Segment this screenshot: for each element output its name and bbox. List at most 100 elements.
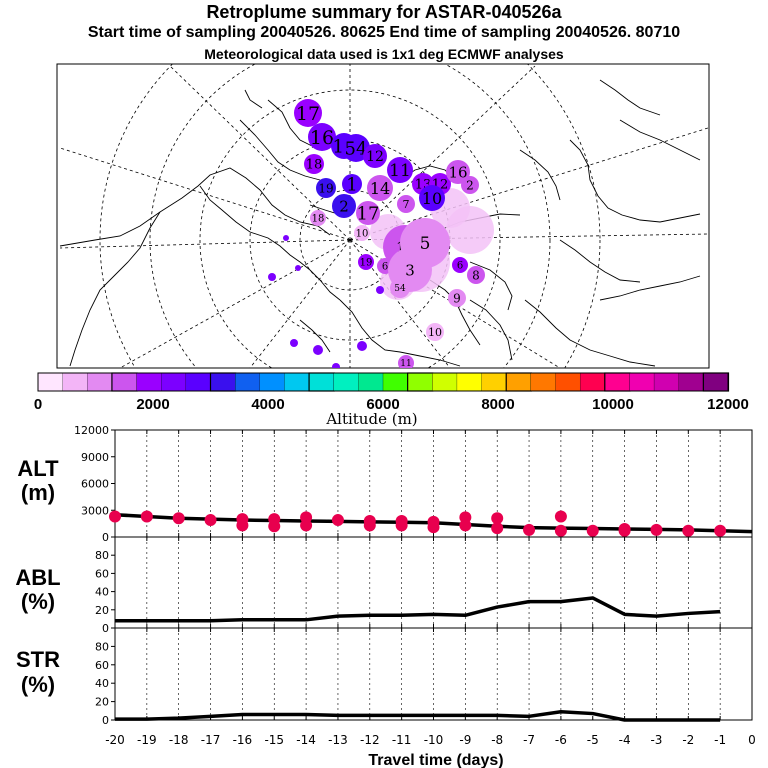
altitude-cluster-point xyxy=(491,512,504,525)
plume-marker xyxy=(342,174,362,194)
colorbar-swatch xyxy=(308,372,335,392)
y-tick-label: 60 xyxy=(95,659,109,672)
colorbar-swatch xyxy=(678,372,705,392)
abl-panel-label: ABL xyxy=(15,565,60,590)
colorbar-swatch xyxy=(111,372,138,392)
colorbar-ticks: 0 2000 4000 6000 8000 10000 12000 xyxy=(34,396,749,413)
colorbar-swatch xyxy=(37,372,64,392)
colorbar-swatch xyxy=(555,372,581,392)
plume-marker-label: 10 xyxy=(428,326,442,339)
altitude-cluster-point xyxy=(554,510,567,523)
plume-marker xyxy=(397,195,415,213)
x-axis-label: Travel time (days) xyxy=(368,752,503,768)
plume-marker xyxy=(452,257,468,273)
plume-marker-label: 10 xyxy=(356,229,369,240)
x-tick-label: -11 xyxy=(392,733,412,747)
x-tick-label: -15 xyxy=(264,733,284,747)
y-tick-label: 0 xyxy=(102,531,109,544)
plume-marker-label: 17 xyxy=(357,203,380,224)
altitude-cluster-point xyxy=(714,524,727,537)
plume-marker xyxy=(332,194,356,218)
plume-marker xyxy=(461,176,479,194)
y-tick-label: 20 xyxy=(95,696,109,709)
plume-dot xyxy=(376,286,384,294)
altitude-cluster-point xyxy=(650,523,663,536)
colorbar-swatch xyxy=(136,372,162,392)
x-tick-label: -17 xyxy=(201,733,221,747)
plume-marker-label: 8 xyxy=(472,268,480,282)
colorbar-swatch xyxy=(579,372,606,392)
colorbar-swatch xyxy=(382,372,409,392)
plume-marker-label: 12 xyxy=(366,149,384,165)
plume-dot xyxy=(283,235,289,241)
colorbar-tick-label: 4000 xyxy=(251,396,284,413)
str-chart: 0 20 40 60 80 xyxy=(95,627,753,727)
y-tick-label: 80 xyxy=(95,640,109,653)
colorbar-swatch xyxy=(62,372,88,392)
plume-marker xyxy=(358,254,374,270)
altitude-cluster-point xyxy=(682,524,695,537)
plume-marker xyxy=(367,175,393,201)
plume-marker-label: 14 xyxy=(370,179,390,198)
altitude-cluster-point xyxy=(427,521,440,534)
colorbar: 0 2000 4000 6000 8000 10000 12000 Altitude (m) xyxy=(34,372,749,428)
plume-marker-label: 11 xyxy=(400,359,411,369)
plume-marker-label: 19 xyxy=(318,181,333,195)
plume-marker xyxy=(310,210,326,226)
x-tick-label: -4 xyxy=(619,733,631,747)
plume-dot xyxy=(268,273,276,281)
y-tick-label: 40 xyxy=(95,677,109,690)
plume-dot xyxy=(295,265,301,271)
x-axis: -20 -19 -18 -17 -16 -15 -14 -13 -12 -11 -10 -9 -8 -7-… xyxy=(105,733,756,747)
colorbar-swatch xyxy=(259,372,286,392)
plume-marker-label: 7 xyxy=(403,198,410,211)
plume-marker-label: 54 xyxy=(345,138,368,159)
colorbar-tick-label: 8000 xyxy=(481,396,514,413)
plume-marker-label: 18 xyxy=(312,214,325,225)
plume-marker xyxy=(304,154,324,174)
plume-marker-label: 18 xyxy=(306,158,323,173)
colorbar-tick-label: 12000 xyxy=(707,396,749,413)
plume-marker-label: 19 xyxy=(360,258,373,269)
altitude-cluster-point xyxy=(172,512,185,525)
colorbar-swatch xyxy=(653,372,680,392)
page-title: Retroplume summary for ASTAR-040526a xyxy=(206,2,562,22)
x-tick-label: -16 xyxy=(233,733,253,747)
colorbar-swatch xyxy=(505,372,532,392)
plume-marker-label: 1 xyxy=(346,174,357,195)
plume-marker-label: 3 xyxy=(405,261,415,279)
colorbar-tick-label: 0 xyxy=(34,396,42,413)
plume-dot xyxy=(313,345,323,355)
x-tick-label: -13 xyxy=(328,733,348,747)
altitude-cluster-point xyxy=(554,524,567,537)
altitude-cluster-point xyxy=(204,514,217,527)
x-tick-label: -2 xyxy=(682,733,694,747)
plume-marker xyxy=(342,134,370,162)
y-tick-label: 6000 xyxy=(81,478,109,491)
colorbar-tick-label: 2000 xyxy=(136,396,169,413)
plume-marker-label: 54 xyxy=(394,284,406,294)
plume-marker xyxy=(398,355,414,368)
altitude-cluster-point xyxy=(523,523,536,536)
x-tick-label: -5 xyxy=(587,733,599,747)
colorbar-swatch xyxy=(333,372,360,392)
colorbar-swatch xyxy=(358,372,384,392)
y-tick-label: 40 xyxy=(95,586,109,599)
colorbar-swatches xyxy=(37,372,730,392)
altitude-cluster-point xyxy=(618,524,631,537)
plume-marker-label: 16 xyxy=(310,127,334,149)
colorbar-swatch xyxy=(530,372,557,392)
altitude-cluster-point xyxy=(395,519,408,532)
altitude-cluster-point xyxy=(236,519,249,532)
plume-marker-label: 6 xyxy=(457,261,463,272)
colorbar-swatch xyxy=(161,372,187,392)
x-tick-label: -14 xyxy=(296,733,316,747)
y-tick-label: 80 xyxy=(95,549,109,562)
plume-marker-label: 9 xyxy=(453,291,461,305)
plume-marker xyxy=(294,99,322,127)
y-tick-label: 9000 xyxy=(81,451,109,464)
y-tick-label: 60 xyxy=(95,567,109,580)
plume-marker xyxy=(354,225,370,241)
plume-marker xyxy=(387,157,413,183)
altitude-cluster-point xyxy=(268,520,281,533)
